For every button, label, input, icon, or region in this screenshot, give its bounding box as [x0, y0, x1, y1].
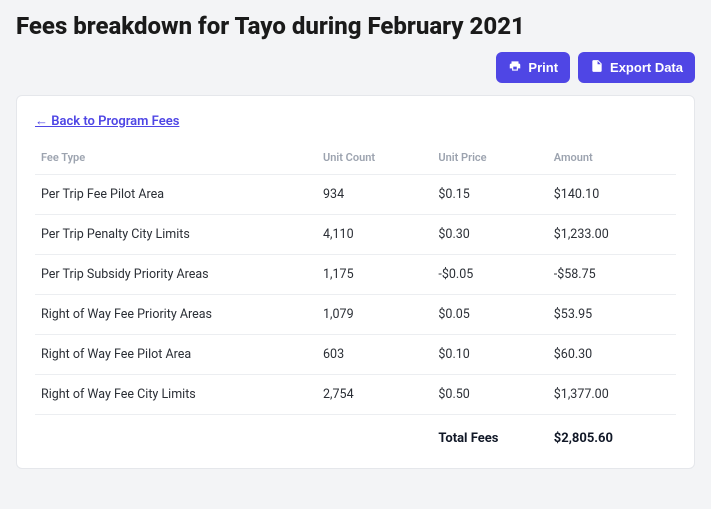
table-header-row: Fee Type Unit Count Unit Price Amount — [35, 143, 676, 175]
export-button-label: Export Data — [610, 60, 683, 75]
cell-unit-price: $0.30 — [432, 215, 547, 255]
total-value: $2,805.60 — [548, 415, 676, 451]
col-header-amount: Amount — [548, 143, 676, 175]
cell-amount: $140.10 — [548, 175, 676, 215]
cell-fee-type: Right of Way Fee Pilot Area — [35, 335, 317, 375]
back-link[interactable]: ← Back to Program Fees — [35, 113, 179, 129]
cell-amount: -$58.75 — [548, 255, 676, 295]
table-row: Right of Way Fee Priority Areas1,079$0.0… — [35, 295, 676, 335]
table-row: Right of Way Fee City Limits2,754$0.50$1… — [35, 375, 676, 415]
fees-table: Fee Type Unit Count Unit Price Amount Pe… — [35, 143, 676, 450]
cell-fee-type: Per Trip Subsidy Priority Areas — [35, 255, 317, 295]
cell-unit-price: $0.05 — [432, 295, 547, 335]
table-row: Per Trip Fee Pilot Area934$0.15$140.10 — [35, 175, 676, 215]
col-header-fee-type: Fee Type — [35, 143, 317, 175]
cell-unit-count: 603 — [317, 335, 432, 375]
cell-amount: $1,377.00 — [548, 375, 676, 415]
cell-unit-count: 1,079 — [317, 295, 432, 335]
cell-unit-count: 1,175 — [317, 255, 432, 295]
cell-fee-type: Per Trip Fee Pilot Area — [35, 175, 317, 215]
print-button[interactable]: Print — [496, 52, 570, 83]
export-button[interactable]: Export Data — [578, 52, 695, 83]
cell-unit-price: $0.15 — [432, 175, 547, 215]
cell-unit-count: 4,110 — [317, 215, 432, 255]
print-button-label: Print — [528, 60, 558, 75]
cell-unit-price: -$0.05 — [432, 255, 547, 295]
fees-card: ← Back to Program Fees Fee Type Unit Cou… — [16, 95, 695, 469]
cell-amount: $53.95 — [548, 295, 676, 335]
export-icon — [590, 59, 604, 76]
table-row: Per Trip Penalty City Limits4,110$0.30$1… — [35, 215, 676, 255]
cell-fee-type: Per Trip Penalty City Limits — [35, 215, 317, 255]
table-row: Per Trip Subsidy Priority Areas1,175-$0.… — [35, 255, 676, 295]
table-row: Right of Way Fee Pilot Area603$0.10$60.3… — [35, 335, 676, 375]
cell-fee-type: Right of Way Fee City Limits — [35, 375, 317, 415]
table-total-row: Total Fees $2,805.60 — [35, 415, 676, 451]
cell-unit-price: $0.50 — [432, 375, 547, 415]
action-bar: Print Export Data — [16, 52, 695, 83]
cell-unit-count: 2,754 — [317, 375, 432, 415]
cell-amount: $60.30 — [548, 335, 676, 375]
cell-unit-count: 934 — [317, 175, 432, 215]
total-label: Total Fees — [432, 415, 547, 451]
cell-amount: $1,233.00 — [548, 215, 676, 255]
cell-fee-type: Right of Way Fee Priority Areas — [35, 295, 317, 335]
col-header-unit-count: Unit Count — [317, 143, 432, 175]
page-title: Fees breakdown for Tayo during February … — [16, 12, 695, 40]
cell-unit-price: $0.10 — [432, 335, 547, 375]
col-header-unit-price: Unit Price — [432, 143, 547, 175]
print-icon — [508, 59, 522, 76]
